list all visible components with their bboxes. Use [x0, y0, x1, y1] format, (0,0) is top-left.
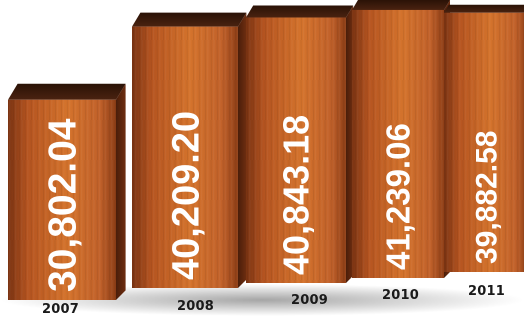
bar-side-face [116, 83, 126, 300]
bar-value-label: 41,239.06 [380, 123, 417, 270]
bar-top-face [352, 0, 450, 10]
x-tick-label: 2010 [382, 288, 419, 303]
x-tick-label: 2011 [468, 284, 505, 299]
bar-value-label: 40,843.18 [276, 115, 317, 275]
bar-group: 30,802.04 40,209.20 40,843.18 41,239.06 39,8… [0, 0, 524, 316]
bar-grain [132, 26, 238, 289]
bar-top-face [132, 12, 247, 27]
bar-grain [444, 12, 524, 272]
x-tick-label: 2007 [42, 302, 79, 317]
bar-grain [352, 9, 444, 279]
bar-value-label: 39,882.58 [471, 131, 504, 264]
bar-top-face [8, 83, 126, 100]
x-tick-label: 2009 [291, 293, 328, 308]
bar-value-label: 30,802.04 [42, 118, 85, 292]
bar-grain [246, 17, 346, 284]
bar-grain [8, 99, 116, 300]
x-tick-label: 2008 [177, 299, 214, 314]
bar-value-label: 40,209.20 [165, 111, 207, 280]
bar-2009: 40,843.18 [246, 5, 354, 284]
bar-2008: 40,209.20 [132, 12, 247, 289]
floor-shadow [0, 284, 524, 316]
bar-side-face [346, 5, 354, 284]
bar-top-face [444, 4, 524, 13]
bar-side-face [238, 12, 247, 289]
bar-2011: 39,882.58 [444, 4, 524, 272]
bar-2007: 30,802.04 [8, 83, 126, 300]
bar-2010: 41,239.06 [352, 0, 450, 279]
bar-top-face [246, 5, 354, 18]
